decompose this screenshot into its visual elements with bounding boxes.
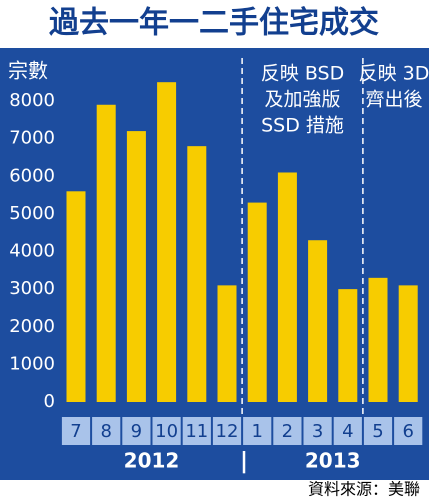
x-tick-label: 12: [216, 421, 239, 442]
month-cell: [333, 417, 362, 445]
x-tick-label: 6: [402, 421, 413, 442]
source: 資料來源：美聯: [308, 480, 420, 499]
x-tick-label: 9: [131, 421, 142, 442]
month-cell: [394, 417, 423, 445]
bar: [308, 240, 328, 402]
y-tick-label: 1000: [9, 353, 55, 374]
x-tick-label: 11: [185, 421, 208, 442]
y-tick-label: 7000: [9, 128, 55, 149]
chart-background: [0, 48, 429, 480]
bar: [338, 289, 358, 402]
y-tick-label: 4000: [9, 241, 55, 262]
x-tick-label: 10: [155, 421, 178, 442]
bar: [368, 277, 388, 402]
bar: [217, 285, 237, 402]
y-tick-label: 5000: [9, 203, 55, 224]
x-tick-label: 7: [70, 421, 81, 442]
annotation: 齊出後: [365, 89, 422, 111]
x-tick-label: 4: [342, 421, 353, 442]
month-cell: [122, 417, 151, 445]
y-tick-label: 3000: [9, 278, 55, 299]
month-cell: [273, 417, 302, 445]
month-cell: [363, 417, 393, 445]
y-axis-label: 宗數: [8, 59, 48, 83]
month-cell: [92, 417, 121, 445]
annotation: 反映 3D: [359, 63, 429, 85]
x-tick-label: 3: [312, 421, 323, 442]
year-separator: |: [240, 449, 248, 474]
bar: [126, 131, 146, 402]
bar: [187, 146, 207, 402]
x-tick-label: 5: [372, 421, 383, 442]
month-cell: [61, 417, 91, 445]
month-cell: [243, 417, 272, 445]
y-tick-label: 6000: [9, 165, 55, 186]
y-tick-label: 8000: [9, 90, 55, 111]
month-cell: [152, 417, 181, 445]
x-tick-label: 2: [282, 421, 293, 442]
year-label: 2012: [124, 449, 180, 473]
month-cell: [182, 417, 211, 445]
x-tick-label: 8: [100, 421, 111, 442]
bar: [398, 285, 418, 402]
month-cell: [303, 417, 332, 445]
annotation: 反映 BSD: [261, 63, 344, 85]
chart-title: 過去一年一二手住宅成交: [49, 6, 379, 41]
y-tick-label: 2000: [9, 316, 55, 337]
bar: [96, 104, 116, 402]
year-label: 2013: [305, 449, 361, 473]
x-tick-label: 1: [251, 421, 262, 442]
bar: [247, 202, 267, 402]
bar: [277, 172, 297, 402]
bar: [66, 191, 86, 402]
annotation: 及加強版: [264, 89, 340, 111]
annotation: SSD 措施: [261, 115, 344, 137]
bar: [157, 82, 177, 402]
y-tick-label: 0: [44, 391, 55, 412]
month-cell: [212, 417, 242, 445]
